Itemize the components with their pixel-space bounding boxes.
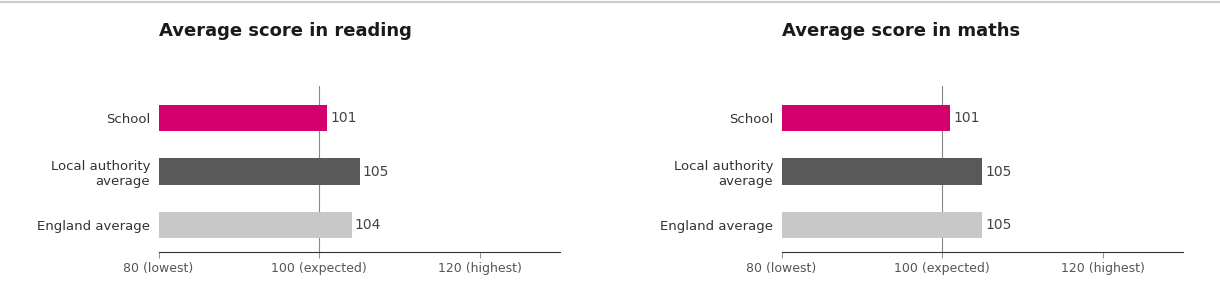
- Bar: [782, 212, 982, 238]
- Bar: [782, 105, 950, 131]
- Text: Average score in reading: Average score in reading: [159, 22, 417, 40]
- Text: 104: 104: [355, 218, 381, 232]
- Text: 105: 105: [362, 165, 389, 179]
- Bar: [782, 158, 982, 185]
- Text: Average score in maths: Average score in maths: [782, 22, 1026, 40]
- Bar: [159, 105, 327, 131]
- Bar: [159, 158, 360, 185]
- Text: 101: 101: [331, 111, 357, 125]
- Bar: [159, 212, 351, 238]
- Text: 101: 101: [954, 111, 980, 125]
- Text: 105: 105: [986, 218, 1013, 232]
- Text: 105: 105: [986, 165, 1013, 179]
